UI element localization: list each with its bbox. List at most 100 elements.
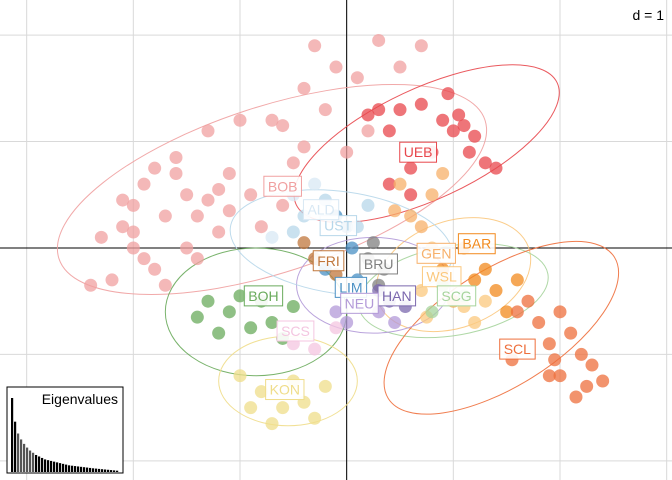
point-ueb <box>489 161 503 175</box>
data-points <box>84 33 610 431</box>
group-label-ueb: UEB <box>399 141 438 163</box>
group-label-neu: NEU <box>340 292 379 314</box>
point-neu <box>329 305 343 319</box>
group-label-text: SCS <box>281 323 310 339</box>
group-label-boh: BOH <box>243 285 284 307</box>
point-gen <box>388 204 402 218</box>
point-ald <box>265 230 279 244</box>
point-bob <box>297 140 311 154</box>
eigenvalue-bar <box>80 466 83 472</box>
point-ueb <box>404 161 418 175</box>
point-ueb <box>446 124 460 138</box>
point-bob <box>201 193 215 207</box>
eigenvalue-bar <box>74 466 77 472</box>
point-bar <box>478 262 492 276</box>
point-bar <box>510 273 524 287</box>
eigenvalue-bar <box>95 468 98 472</box>
point-scs <box>308 342 322 356</box>
group-label-text: FRI <box>317 253 340 269</box>
point-bob <box>244 188 258 202</box>
point-bob <box>190 252 204 266</box>
point-bru <box>366 236 380 250</box>
point-ueb <box>414 97 428 111</box>
point-scl <box>510 305 524 319</box>
eigenvalue-bar <box>32 452 35 472</box>
point-bob <box>169 151 183 165</box>
point-ueb <box>457 119 471 133</box>
group-label-han: HAN <box>377 285 417 307</box>
point-kon <box>318 379 332 393</box>
point-scl <box>569 390 583 404</box>
point-boh <box>212 326 226 340</box>
point-neu <box>388 315 402 329</box>
eigenvalue-bar <box>107 469 110 472</box>
inset-bars <box>11 398 119 472</box>
point-boh <box>244 321 258 335</box>
point-bar <box>489 284 503 298</box>
point-bar <box>500 305 514 319</box>
group-label-box <box>312 250 345 272</box>
eigenvalue-bar <box>92 468 95 472</box>
point-bob <box>222 166 236 180</box>
point-bar <box>468 273 482 287</box>
point-gen <box>414 220 428 234</box>
eigenvalue-bar <box>77 466 80 472</box>
point-scl <box>585 358 599 372</box>
point-scl <box>542 369 556 383</box>
group-label-text: WSL <box>426 269 457 285</box>
eigenvalue-bar <box>26 447 29 472</box>
point-kon <box>276 401 290 415</box>
point-bob <box>340 145 354 159</box>
eigenvalue-bar <box>35 454 38 472</box>
eigenvalue-bar <box>23 443 26 472</box>
inset-title: Eigenvalues <box>42 391 118 407</box>
point-scl <box>564 326 578 340</box>
point-bob <box>137 177 151 191</box>
point-bob <box>158 278 172 292</box>
point-scl <box>532 315 546 329</box>
group-label-box <box>457 233 496 255</box>
point-kon <box>308 411 322 425</box>
point-bob <box>414 39 428 53</box>
point-bob <box>180 241 194 255</box>
group-label-fri: FRI <box>312 250 345 272</box>
point-scl <box>553 369 567 383</box>
point-bob <box>84 278 98 292</box>
group-label-box <box>436 285 477 307</box>
group-label-text: BOH <box>248 288 278 304</box>
point-bob <box>180 188 194 202</box>
point-bob <box>233 113 247 127</box>
point-boh <box>265 315 279 329</box>
group-label-kon: KON <box>265 379 305 401</box>
eigenvalue-bar <box>113 470 116 472</box>
point-scg <box>425 305 439 319</box>
scale-label: d = 1 <box>632 7 664 23</box>
point-bob <box>350 71 364 85</box>
group-label-scs: SCS <box>276 320 315 342</box>
point-kon <box>254 385 268 399</box>
point-bob <box>212 182 226 196</box>
point-ueb <box>382 124 396 138</box>
point-bob <box>169 166 183 180</box>
eigenvalue-bar <box>41 457 44 472</box>
point-wsl <box>478 294 492 308</box>
eigenvalue-bar <box>38 456 41 472</box>
group-label-text: ALD <box>307 202 334 218</box>
group-label-text: BOB <box>268 178 298 194</box>
point-scl <box>548 353 562 367</box>
point-bob <box>126 241 140 255</box>
point-ueb <box>478 156 492 170</box>
point-ueb <box>436 113 450 127</box>
group-label-box <box>416 242 456 264</box>
point-scs <box>329 321 343 335</box>
point-ueb <box>404 188 418 202</box>
eigenvalue-bar <box>110 470 113 472</box>
point-bob <box>158 209 172 223</box>
group-label-bar: BAR <box>457 233 496 255</box>
point-bob <box>286 156 300 170</box>
eigenvalue-bar <box>98 468 101 472</box>
point-scl <box>553 305 567 319</box>
ellipse-ueb <box>293 64 560 224</box>
